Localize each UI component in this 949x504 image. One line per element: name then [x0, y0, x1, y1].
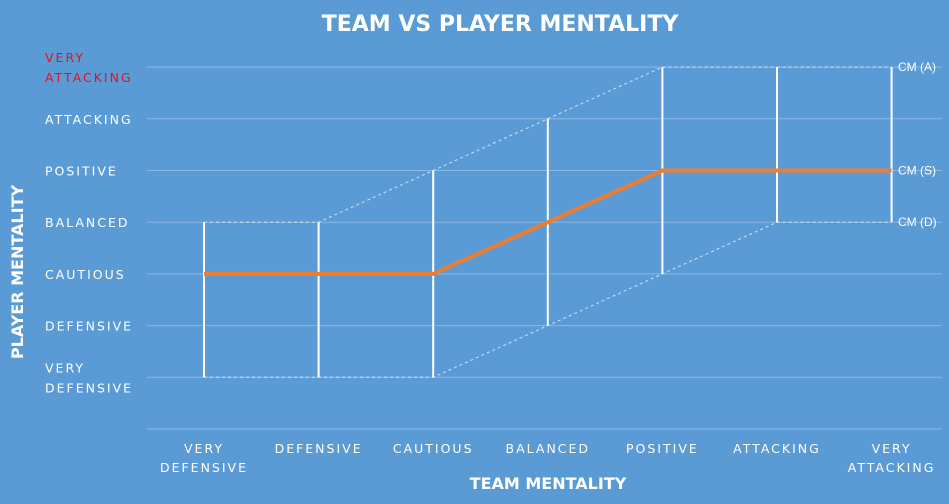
y-tick-label: VERY DEFENSIVE — [45, 360, 133, 395]
x-tick-label: VERY ATTACKING — [848, 441, 936, 475]
y-tick-label: ATTACKING — [45, 112, 133, 127]
chart-title: TEAM VS PLAYER MENTALITY — [322, 12, 680, 37]
end-label: CM (A) — [898, 60, 936, 74]
end-label: CM (D) — [898, 215, 937, 229]
x-tick-label: DEFENSIVE — [275, 441, 363, 456]
series-line — [204, 168, 892, 276]
y-tick-label: BALANCED — [45, 215, 130, 230]
x-tick-label: BALANCED — [506, 441, 591, 456]
x-tick-label: CAUTIOUS — [393, 441, 474, 456]
y-tick-label: DEFENSIVE — [45, 319, 133, 334]
x-tick-label: ATTACKING — [733, 441, 821, 456]
y-axis-title: PLAYER MENTALITY — [8, 185, 27, 360]
y-tick-label: CAUTIOUS — [45, 267, 126, 282]
y-tick-label: POSITIVE — [45, 164, 118, 179]
x-axis-title: TEAM MENTALITY — [470, 474, 627, 493]
x-tick-label: VERY DEFENSIVE — [160, 441, 248, 475]
y-tick-label: VERY ATTACKING — [45, 50, 133, 85]
end-label: CM (S) — [898, 164, 936, 178]
x-tick-label: POSITIVE — [626, 441, 699, 456]
